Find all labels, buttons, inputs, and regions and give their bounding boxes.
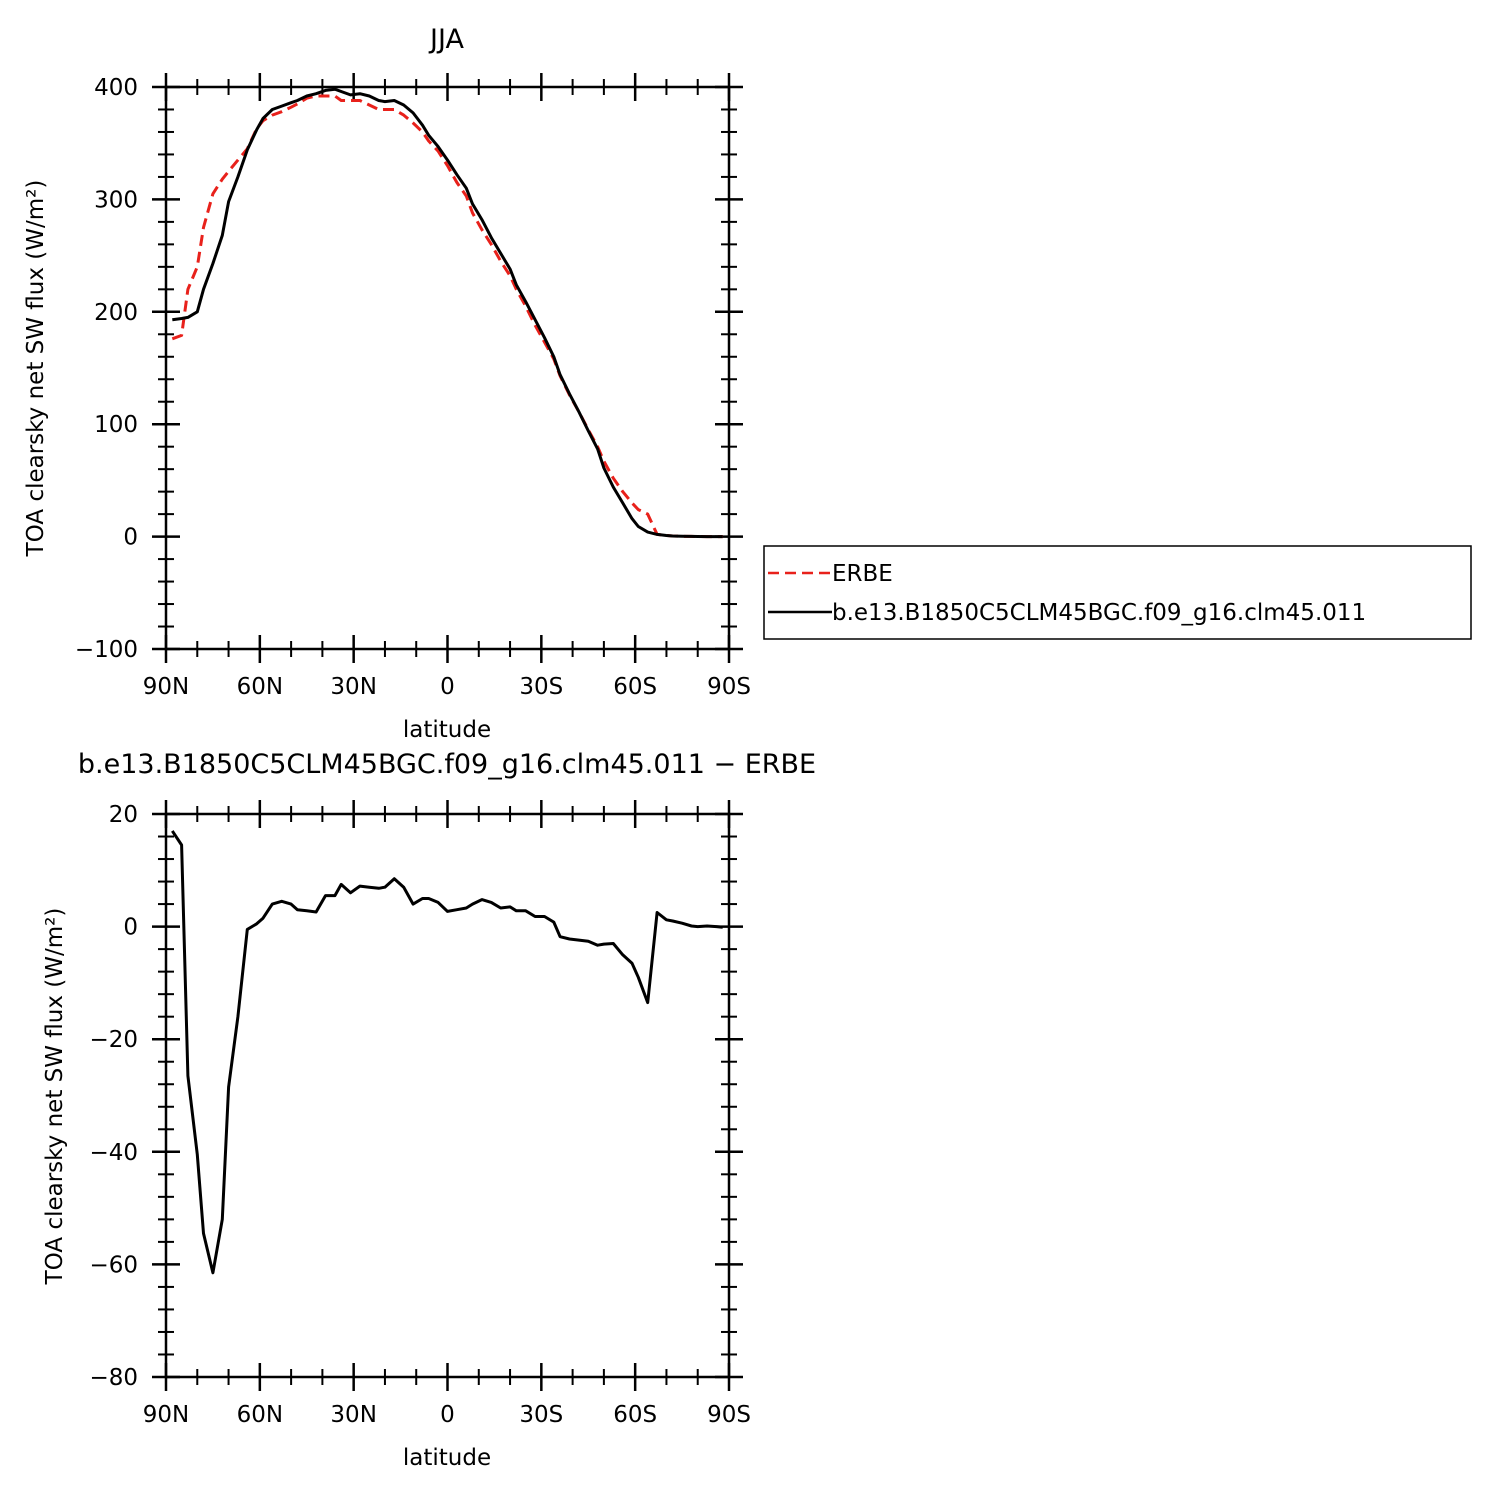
y-tick-label: 200	[94, 300, 138, 326]
bottom-x-axis-label: latitude	[403, 1445, 491, 1471]
legend-label-erbe: ERBE	[832, 561, 893, 587]
top-y-tick-labels: 400 300 200 100 0 −100	[75, 75, 138, 663]
y-tick-label: −80	[89, 1365, 138, 1391]
y-tick-label: 0	[123, 915, 138, 941]
x-tick-label: 60S	[613, 1402, 657, 1428]
bottom-y-tick-labels: 20 0 −20 −40 −60 −80	[89, 802, 138, 1391]
y-tick-label: −100	[75, 637, 138, 663]
top-series-lines	[171, 87, 723, 539]
top-panel-title: JJA	[428, 24, 464, 55]
bottom-panel-title: b.e13.B1850C5CLM45BGC.f09_g16.clm45.011 …	[78, 749, 816, 780]
top-plot-frame	[164, 85, 731, 651]
x-tick-label: 90N	[143, 1402, 189, 1428]
top-panel: JJA 90N 60N 30N 0 30S 60S 90S 400 300 200 100 0 −10…	[23, 24, 751, 743]
y-tick-label: −60	[89, 1252, 138, 1278]
y-tick-label: 400	[94, 75, 138, 101]
top-x-tick-labels: 90N 60N 30N 0 30S 60S 90S	[143, 674, 751, 700]
bottom-plot-frame	[164, 812, 731, 1379]
x-tick-label: 60N	[237, 1402, 283, 1428]
legend: ERBE b.e13.B1850C5CLM45BGC.f09_g16.clm45…	[763, 545, 1472, 640]
y-tick-label: −20	[89, 1027, 138, 1053]
x-tick-label: 60S	[613, 674, 657, 700]
top-x-axis-label: latitude	[403, 717, 491, 743]
legend-box	[763, 545, 1472, 640]
bottom-series-line-0	[171, 830, 723, 1275]
y-tick-label: −40	[89, 1140, 138, 1166]
top-series-line-1	[172, 87, 723, 539]
bottom-series-lines	[171, 830, 723, 1275]
bottom-x-tick-labels: 90N 60N 30N 0 30S 60S 90S	[143, 1402, 751, 1428]
x-tick-label: 0	[440, 674, 455, 700]
y-tick-label: 0	[123, 525, 138, 551]
x-tick-label: 30N	[330, 674, 376, 700]
y-tick-label: 20	[109, 802, 138, 828]
x-tick-label: 90N	[143, 674, 189, 700]
x-tick-label: 30S	[519, 1402, 563, 1428]
legend-label-model: b.e13.B1850C5CLM45BGC.f09_g16.clm45.011	[832, 600, 1366, 626]
x-tick-label: 30S	[519, 674, 563, 700]
bottom-y-axis-label: TOA clearsky net SW flux (W/m²)	[42, 908, 68, 1286]
x-tick-label: 90S	[707, 674, 751, 700]
bottom-panel: b.e13.B1850C5CLM45BGC.f09_g16.clm45.011 …	[42, 749, 816, 1471]
x-tick-label: 0	[440, 1402, 455, 1428]
x-tick-label: 90S	[707, 1402, 751, 1428]
top-y-axis-label: TOA clearsky net SW flux (W/m²)	[23, 180, 49, 558]
y-tick-label: 100	[94, 412, 138, 438]
x-tick-label: 60N	[237, 674, 283, 700]
y-tick-label: 300	[94, 187, 138, 213]
x-tick-label: 30N	[330, 1402, 376, 1428]
